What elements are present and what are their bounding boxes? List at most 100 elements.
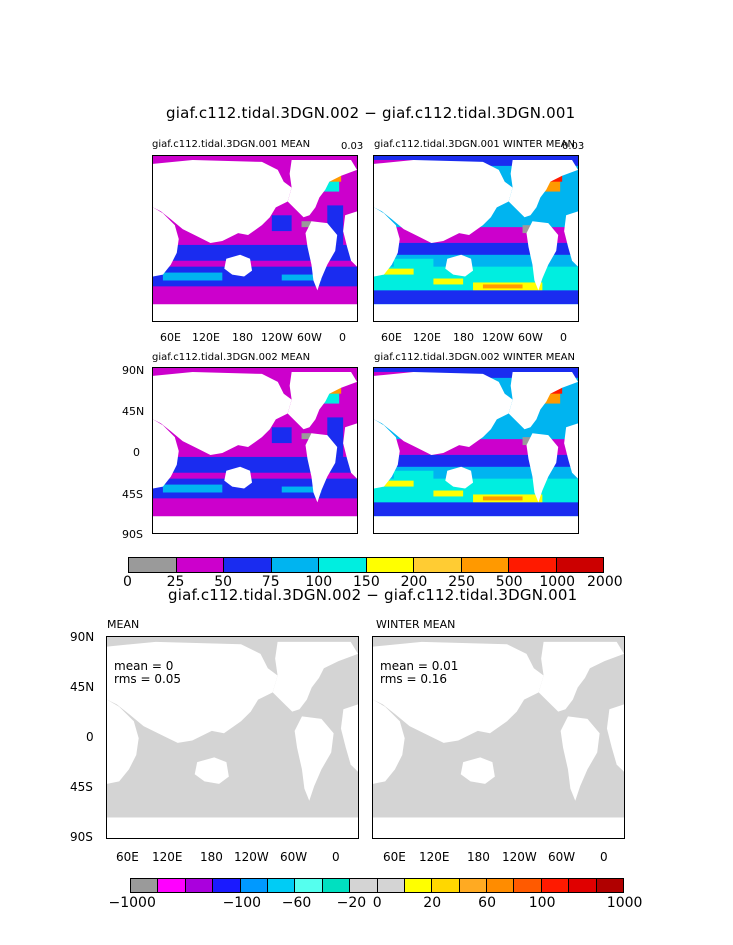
top-figure-title: giaf.c112.tidal.3DGN.002 − giaf.c112.tid… (166, 104, 576, 122)
bottom-colorbar (130, 878, 624, 893)
lon-tick-0-r: 0 (560, 331, 567, 344)
lon-tick-60w: 60W (297, 331, 322, 344)
top-colorbar-swatch (555, 558, 603, 572)
bottom-colorbar-label: −100 (222, 895, 262, 911)
lon-tick-120w-r: 120W (482, 331, 514, 344)
bottom-colorbar-label: −1000 (108, 895, 156, 911)
lat-tick-90n: 90N (122, 364, 145, 377)
top-colorbar-label: 100 (305, 574, 333, 590)
diff-lon-tick-60w: 60W (280, 850, 308, 864)
top-colorbar-swatch (413, 558, 461, 572)
top-colorbar-label: 25 (166, 574, 185, 590)
diff-lat-tick-90n: 90N (70, 630, 95, 644)
bottom-colorbar-swatch (212, 879, 240, 892)
top-colorbar-swatch (460, 558, 508, 572)
stat-winter-rms-value: rms = 0.16 (380, 672, 448, 686)
stat-rms-value: rms = 0.05 (114, 672, 182, 686)
top-colorbar-swatch (175, 558, 223, 572)
panel-title-002-winter: giaf.c112.tidal.3DGN.002 WINTER MEAN (374, 352, 575, 363)
bottom-colorbar-swatch (239, 879, 267, 892)
bottom-colorbar-swatch (403, 879, 432, 892)
diff-lon-tick-120w-r: 120W (502, 850, 537, 864)
map-001-mean (153, 156, 357, 321)
top-colorbar-label: 0 (123, 574, 132, 590)
lon-tick-120e: 120E (192, 331, 220, 344)
diff-lat-tick-0: 0 (86, 730, 94, 744)
map-panel-002-winter (373, 367, 579, 534)
top-colorbar-swatch (508, 558, 556, 572)
bottom-colorbar-swatch (540, 879, 569, 892)
diff-lon-tick-60e-r: 60E (383, 850, 406, 864)
bottom-colorbar-swatch (431, 879, 459, 892)
diff-lon-tick-180-r: 180 (467, 850, 490, 864)
top-colorbar-swatch (270, 558, 318, 572)
diff-lat-tick-90s: 90S (70, 830, 93, 844)
bottom-colorbar-swatch (266, 879, 295, 892)
top-colorbar-label: 200 (400, 574, 428, 590)
top-colorbar-label: 2000 (587, 574, 623, 590)
bottom-colorbar-label: 0 (372, 895, 382, 911)
panel-title-002-mean: giaf.c112.tidal.3DGN.002 MEAN (152, 352, 311, 363)
diff-lon-tick-0: 0 (332, 850, 340, 864)
bottom-colorbar-swatch (131, 879, 158, 892)
top-colorbar-label: 1000 (539, 574, 576, 590)
bottom-colorbar-label: 1000 (606, 895, 643, 911)
top-colorbar-swatch (129, 558, 176, 572)
diff-lon-tick-120e: 120E (152, 850, 183, 864)
bottom-colorbar-swatch (157, 879, 185, 892)
bottom-colorbar-label: 100 (528, 895, 556, 911)
bottom-colorbar-swatch (513, 879, 541, 892)
lon-tick-0: 0 (339, 331, 346, 344)
diff-map-mean (107, 637, 358, 838)
stat-winter-mean-value: mean = 0.01 (380, 659, 459, 673)
stat-mean-value: mean = 0 (114, 659, 174, 673)
top-colorbar-label: 75 (261, 574, 280, 590)
diff-map-panel-winter: mean = 0.01 rms = 0.16 (372, 636, 625, 839)
diff-lat-tick-45n: 45N (70, 680, 95, 694)
diff-map-winter (373, 637, 624, 838)
diff-map-panel-mean: mean = 0 rms = 0.05 (106, 636, 359, 839)
bottom-colorbar-label: 60 (478, 895, 496, 911)
map-001-winter (374, 156, 578, 321)
top-colorbar-swatch (223, 558, 271, 572)
map-002-winter (374, 368, 578, 533)
bottom-colorbar-label: −60 (281, 895, 312, 911)
map-panel-001-mean (152, 155, 358, 322)
bottom-colorbar-labels: −1000 −100 −60 −20 0 20 60 100 1000 (0, 895, 733, 915)
panel-title-001-winter: giaf.c112.tidal.3DGN.001 WINTER MEAN (374, 139, 575, 150)
diff-lon-tick-120e-r: 120E (419, 850, 450, 864)
panel-corner-001-winter: 0.03 (562, 141, 585, 152)
diff-lat-tick-45s: 45S (70, 780, 93, 794)
panel-title-001-mean: giaf.c112.tidal.3DGN.001 MEAN (152, 139, 311, 150)
top-colorbar-label: 250 (448, 574, 475, 590)
bottom-figure-title: giaf.c112.tidal.3DGN.002 − giaf.c112.tid… (168, 586, 578, 604)
diff-lon-tick-0-r: 0 (600, 850, 608, 864)
top-colorbar-labels: 0 25 50 75 100 150 200 250 500 1000 2000 (0, 574, 733, 592)
map-panel-001-winter (373, 155, 579, 322)
map-panel-002-mean (152, 367, 358, 534)
lat-tick-45s: 45S (122, 488, 143, 501)
lon-tick-60e: 60E (160, 331, 181, 344)
lon-tick-120e-r: 120E (413, 331, 441, 344)
bottom-colorbar-swatch (321, 879, 350, 892)
panel-corner-001-mean: 0.03 (341, 141, 364, 152)
bottom-colorbar-swatch (184, 879, 213, 892)
diff-lon-tick-180: 180 (200, 850, 223, 864)
lat-tick-90s: 90S (122, 528, 143, 541)
lon-tick-120w: 120W (261, 331, 293, 344)
bottom-colorbar-swatch (294, 879, 322, 892)
bottom-colorbar-label: 20 (423, 895, 442, 911)
bottom-colorbar-swatch (376, 879, 404, 892)
diff-lon-tick-120w: 120W (234, 850, 269, 864)
diff-lon-tick-60e: 60E (116, 850, 139, 864)
top-colorbar-swatch (365, 558, 413, 572)
lat-tick-45n: 45N (122, 405, 145, 418)
top-colorbar-label: 500 (495, 574, 523, 590)
panel-title-diff-winter: WINTER MEAN (376, 618, 456, 631)
top-colorbar-label: 150 (353, 574, 380, 590)
map-002-mean (153, 368, 357, 533)
lon-tick-60e-r: 60E (381, 331, 402, 344)
lon-tick-180-r: 180 (453, 331, 474, 344)
bottom-colorbar-swatch (568, 879, 596, 892)
lon-tick-180: 180 (232, 331, 253, 344)
